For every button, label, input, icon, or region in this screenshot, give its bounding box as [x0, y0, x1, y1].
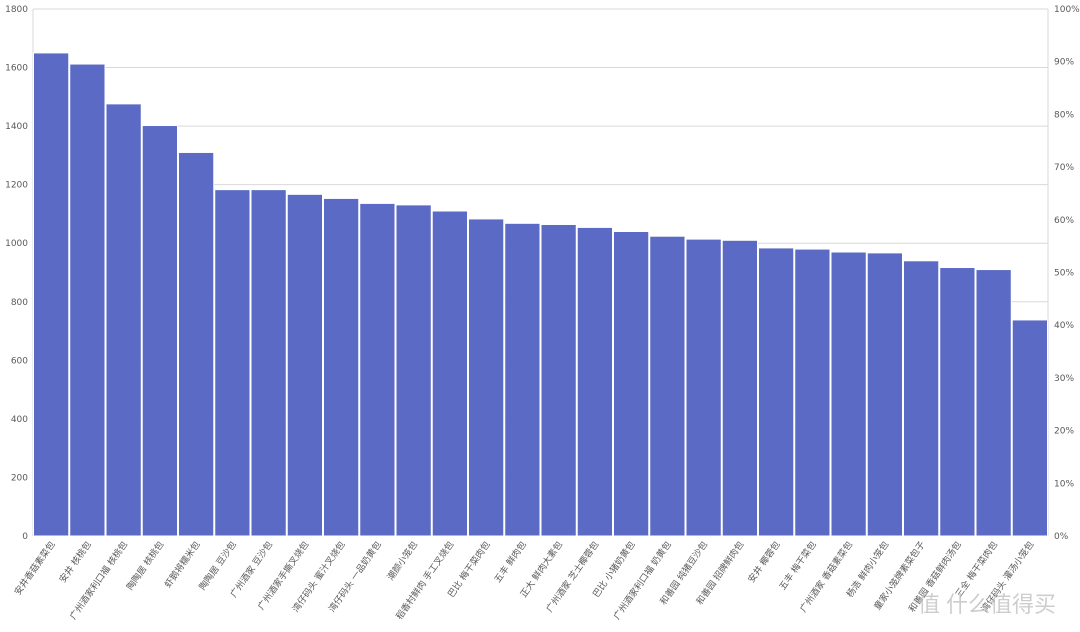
x-tick-label: 广州酒家利口福 核桃包: [67, 539, 130, 622]
bar: [758, 247, 795, 537]
bar: [939, 267, 976, 537]
bar: [323, 197, 360, 537]
bar: [794, 248, 831, 537]
bar: [903, 260, 940, 537]
x-tick-label: 安井 核桃包: [57, 539, 94, 585]
x-tick-label: 稻香村鲜肉 手工叉烧包: [393, 539, 456, 622]
y2-tick-label: 60%: [1054, 216, 1074, 226]
x-tick-label: 陶陶居 核桃包: [124, 539, 166, 592]
y-tick-label: 0: [22, 532, 28, 542]
bar: [830, 251, 867, 537]
bar: [540, 223, 577, 537]
bar: [1011, 319, 1048, 537]
y2-tick-label: 90%: [1054, 58, 1074, 68]
bar: [431, 210, 468, 537]
y-axis-left: 0 200 400 600 800 1000 1200 1400 1600 1800: [5, 5, 28, 542]
bar: [69, 63, 106, 537]
y-tick-label: 200: [11, 473, 28, 483]
y2-tick-label: 20%: [1054, 427, 1074, 437]
watermark: 值 什么值得买: [918, 593, 1056, 618]
bar: [33, 52, 70, 537]
y-tick-label: 1000: [5, 239, 28, 249]
y-tick-label: 800: [11, 298, 28, 308]
y-tick-label: 1200: [5, 181, 28, 191]
y2-tick-label: 100%: [1054, 5, 1080, 15]
watermark-text: 什么值得买: [946, 593, 1056, 618]
y2-tick-label: 50%: [1054, 269, 1074, 279]
x-tick-label: 安井香菇素菜包: [12, 539, 58, 598]
bar: [685, 238, 722, 537]
bar: [975, 269, 1012, 537]
bars: [33, 52, 1048, 537]
bar: [576, 226, 613, 537]
bar: [178, 151, 215, 537]
bar: [866, 252, 903, 537]
y-tick-label: 400: [11, 415, 28, 425]
bar: [613, 231, 650, 537]
y2-tick-label: 70%: [1054, 163, 1074, 173]
bar: [721, 239, 758, 537]
x-tick-label: 安井 椰蓉包: [745, 539, 782, 585]
y-tick-label: 1800: [5, 5, 28, 15]
bar: [141, 125, 178, 537]
x-tick-label: 五丰 梅干菜包: [776, 539, 818, 592]
watermark-logo: 值: [918, 593, 940, 618]
y-axis-right: 0% 10% 20% 30% 40% 50% 60% 70% 80% 90% 100%: [1054, 5, 1080, 542]
y2-tick-label: 40%: [1054, 321, 1074, 331]
bar: [286, 193, 323, 537]
x-tick-label: 陶陶居 豆沙包: [196, 539, 238, 592]
bar: [504, 222, 541, 537]
x-tick-label: 潮颜小笼包: [384, 539, 420, 583]
y2-tick-label: 0%: [1054, 532, 1069, 542]
bar: [250, 189, 287, 537]
y-tick-label: 1400: [5, 122, 28, 132]
y2-tick-label: 30%: [1054, 374, 1074, 384]
y2-tick-label: 80%: [1054, 110, 1074, 120]
bar: [105, 103, 142, 537]
bar: [359, 202, 396, 537]
bar: [214, 189, 251, 537]
bar: [468, 218, 505, 537]
y2-tick-label: 10%: [1054, 479, 1074, 489]
x-tick-label: 广州酒家利口福 奶黄包: [611, 539, 674, 622]
x-tick-label: 五丰 鲜肉包: [492, 539, 529, 585]
y-tick-label: 600: [11, 356, 28, 366]
x-tick-label: 虾鹅将糯米包: [162, 539, 203, 590]
bar: [395, 204, 432, 537]
y-tick-label: 1600: [5, 64, 28, 74]
bar: [649, 235, 686, 537]
